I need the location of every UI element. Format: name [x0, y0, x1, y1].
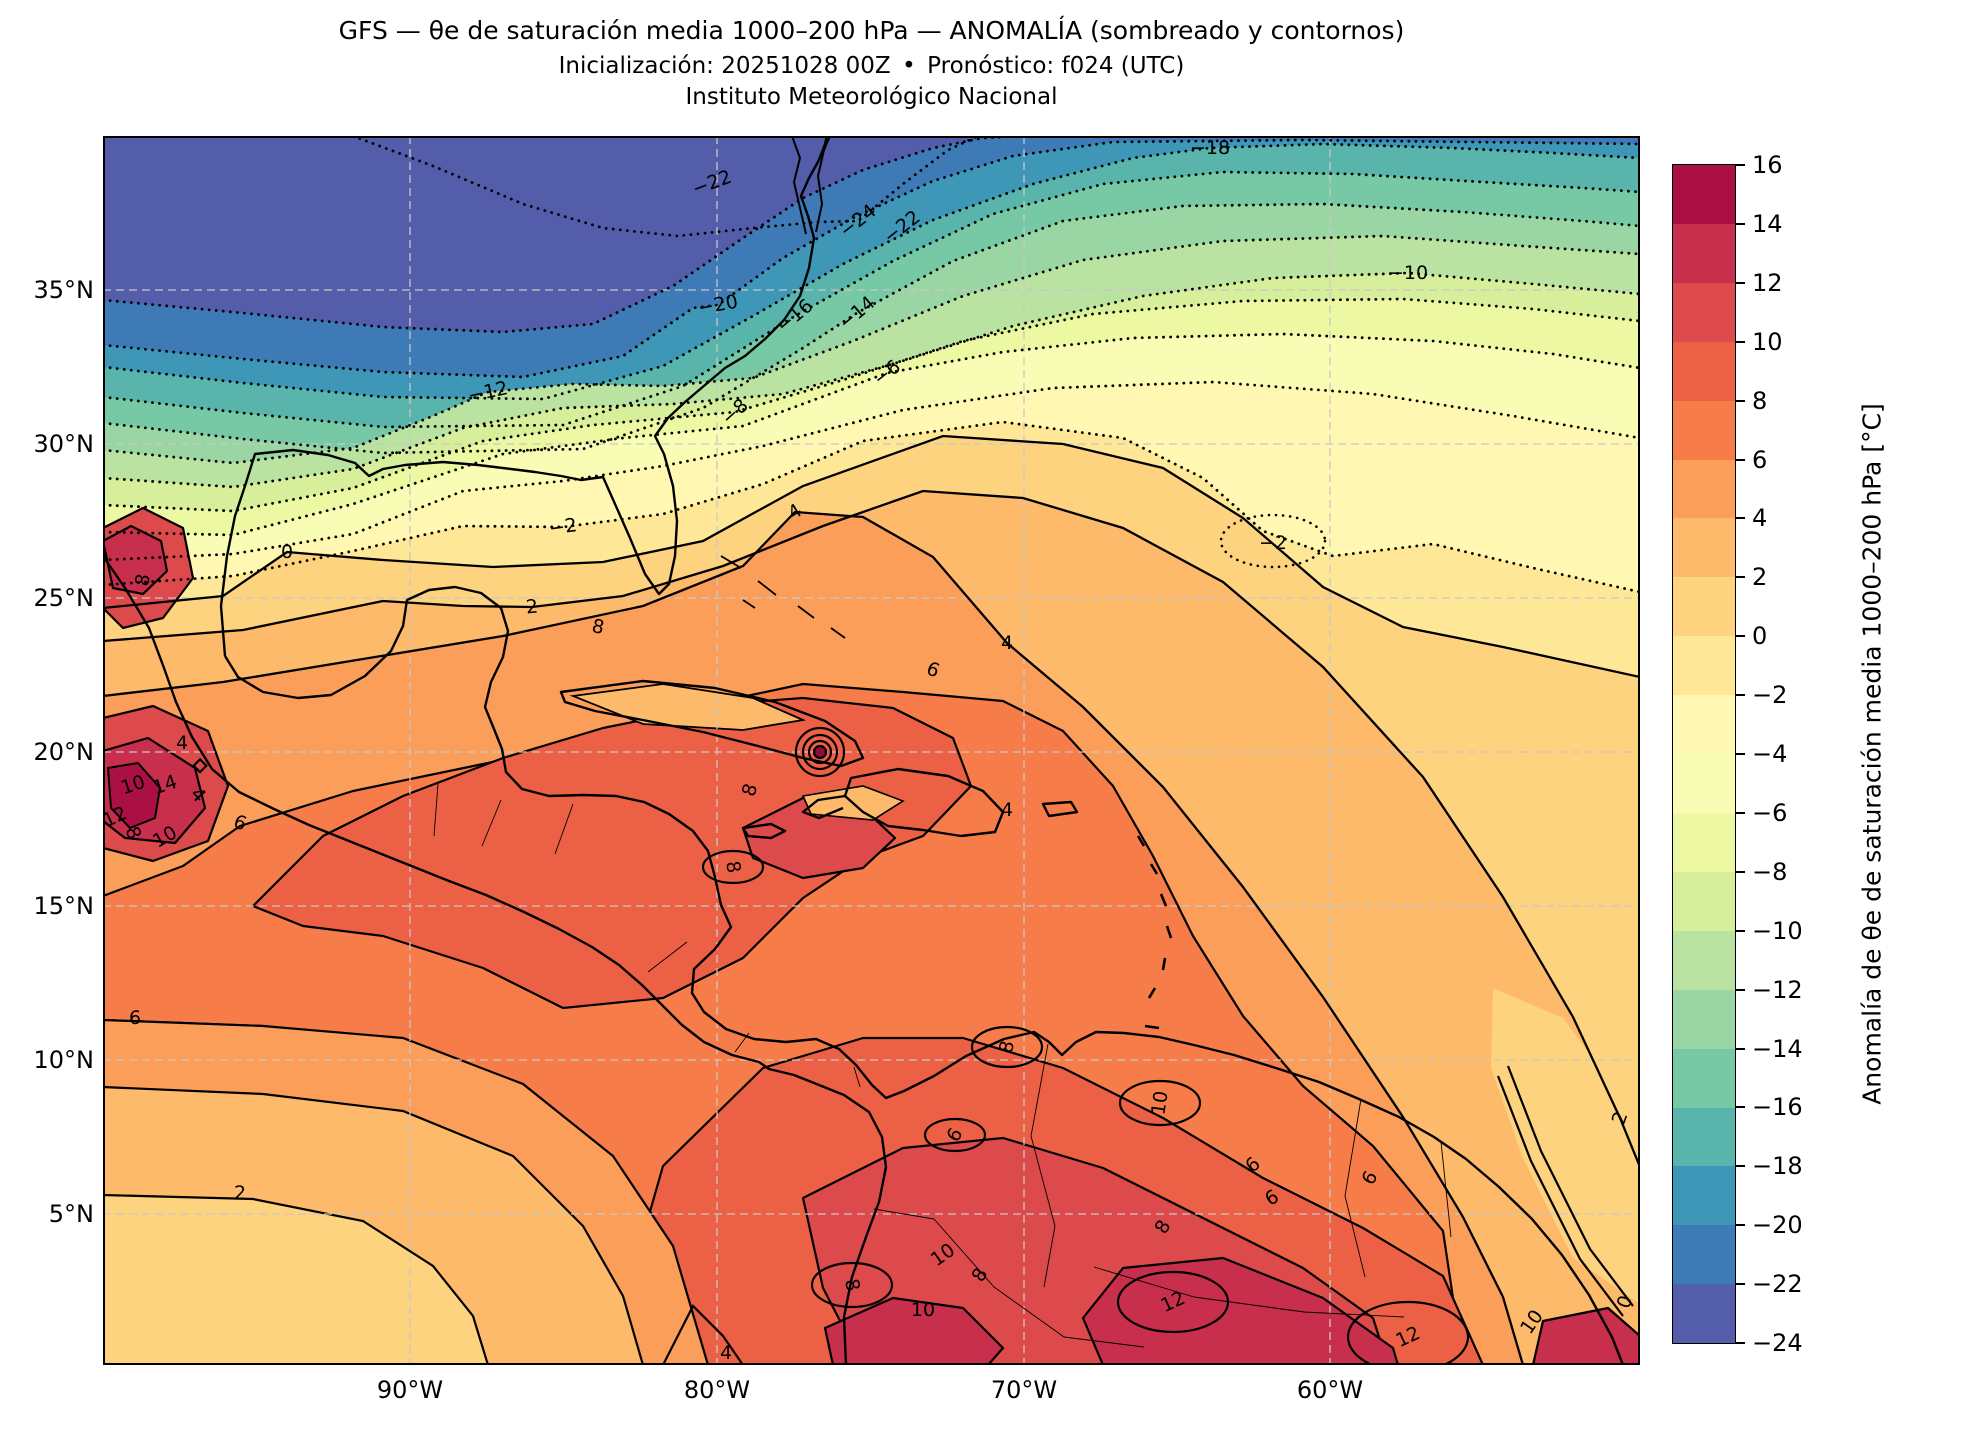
colorbar-tick-mark [1736, 930, 1745, 932]
colorbar-cell [1673, 931, 1735, 990]
colorbar-tick-mark [1736, 400, 1745, 402]
colorbar-cell [1673, 1284, 1735, 1343]
colorbar-cell [1673, 1225, 1735, 1284]
colorbar-tick-label: −16 [1752, 1093, 1803, 1121]
colorbar-tick-label: −10 [1752, 917, 1803, 945]
colorbar-tick-label: 16 [1752, 151, 1783, 179]
colorbar-tick-mark [1736, 635, 1745, 637]
colorbar-cell [1673, 695, 1735, 754]
figure-title: GFS — θe de saturación media 1000–200 hP… [103, 16, 1640, 47]
colorbar-cell [1673, 990, 1735, 1049]
colorbar-cell [1673, 754, 1735, 813]
y-tick-label: 35°N [0, 276, 94, 304]
colorbar-tick-mark [1736, 1283, 1745, 1285]
colorbar-cell [1673, 577, 1735, 636]
colorbar-tick-label: −14 [1752, 1035, 1803, 1063]
colorbar-cell [1673, 813, 1735, 872]
colorbar-cell [1673, 636, 1735, 695]
colorbar-tick-mark [1736, 1106, 1745, 1108]
colorbar-tick-mark [1736, 164, 1745, 166]
colorbar-tick-mark [1736, 459, 1745, 461]
colorbar [1673, 165, 1735, 1343]
x-tick-label: 60°W [1297, 1376, 1363, 1404]
colorbar-tick-mark [1736, 282, 1745, 284]
colorbar-tick-label: 12 [1752, 269, 1783, 297]
colorbar-cell [1673, 283, 1735, 342]
anomaly-map [103, 136, 1640, 1365]
colorbar-tick-mark [1736, 576, 1745, 578]
colorbar-tick-label: 4 [1752, 504, 1767, 532]
y-tick-label: 30°N [0, 430, 94, 458]
colorbar-tick-mark [1736, 1048, 1745, 1050]
figure-subtitle: Inicialización: 20251028 00Z • Pronóstic… [103, 52, 1640, 80]
colorbar-tick-label: 6 [1752, 446, 1767, 474]
colorbar-tick-mark [1736, 341, 1745, 343]
colorbar-cell [1673, 165, 1735, 224]
colorbar-tick-mark [1736, 989, 1745, 991]
colorbar-tick-label: −12 [1752, 976, 1803, 1004]
colorbar-tick-mark [1736, 517, 1745, 519]
colorbar-tick-label: −6 [1752, 799, 1787, 827]
colorbar-tick-label: 10 [1752, 328, 1783, 356]
colorbar-cell [1673, 1166, 1735, 1225]
y-tick-label: 15°N [0, 892, 94, 920]
colorbar-tick-label: −18 [1752, 1152, 1803, 1180]
colorbar-cell [1673, 401, 1735, 460]
x-tick-label: 90°W [377, 1376, 443, 1404]
figure: GFS — θe de saturación media 1000–200 hP… [0, 0, 1980, 1440]
colorbar-tick-label: −4 [1752, 740, 1787, 768]
colorbar-tick-label: −2 [1752, 681, 1787, 709]
colorbar-tick-label: 14 [1752, 210, 1783, 238]
y-tick-label: 25°N [0, 584, 94, 612]
colorbar-tick-label: −24 [1752, 1329, 1803, 1357]
colorbar-tick-label: 0 [1752, 622, 1767, 650]
figure-titles: GFS — θe de saturación media 1000–200 hP… [103, 16, 1640, 111]
colorbar-cell [1673, 1108, 1735, 1167]
colorbar-cell [1673, 518, 1735, 577]
colorbar-tick-mark [1736, 812, 1745, 814]
colorbar-tick-label: −22 [1752, 1270, 1803, 1298]
colorbar-tick-mark [1736, 223, 1745, 225]
colorbar-tick-mark [1736, 1224, 1745, 1226]
y-tick-label: 20°N [0, 738, 94, 766]
y-tick-label: 10°N [0, 1046, 94, 1074]
colorbar-cell [1673, 872, 1735, 931]
colorbar-tick-mark [1736, 871, 1745, 873]
x-tick-label: 70°W [991, 1376, 1057, 1404]
colorbar-tick-mark [1736, 1165, 1745, 1167]
colorbar-tick-label: −8 [1752, 858, 1787, 886]
colorbar-cell [1673, 224, 1735, 283]
x-tick-label: 80°W [684, 1376, 750, 1404]
colorbar-tick-label: 8 [1752, 387, 1767, 415]
colorbar-cell [1673, 1049, 1735, 1108]
y-tick-label: 5°N [0, 1200, 94, 1228]
colorbar-label: Anomalía de θe de saturación media 1000–… [1858, 403, 1887, 1105]
cuba-maximum-bullseye [796, 728, 844, 776]
colorbar-tick-label: −20 [1752, 1211, 1803, 1239]
colorbar-tick-mark [1736, 694, 1745, 696]
colorbar-tick-label: 2 [1752, 563, 1767, 591]
colorbar-tick-mark [1736, 1342, 1745, 1344]
figure-institution: Instituto Meteorológico Nacional [103, 83, 1640, 111]
colorbar-cell [1673, 342, 1735, 401]
colorbar-tick-mark [1736, 753, 1745, 755]
colorbar-cell [1673, 460, 1735, 519]
